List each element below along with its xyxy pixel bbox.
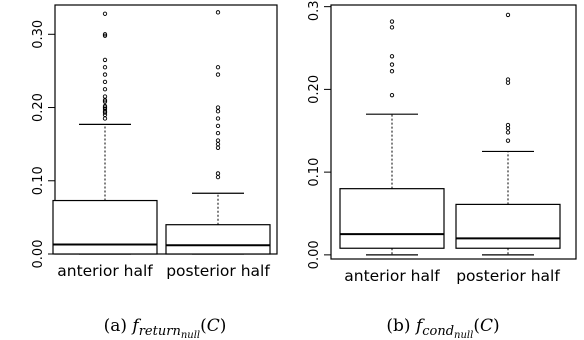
outlier-point bbox=[215, 131, 221, 136]
outlier-point bbox=[505, 77, 511, 82]
outlier-point bbox=[389, 93, 395, 98]
plot-frame bbox=[330, 4, 577, 260]
outlier-point bbox=[102, 106, 108, 112]
outlier-point bbox=[102, 33, 108, 38]
outlier-point bbox=[505, 130, 511, 135]
outlier-point bbox=[215, 10, 221, 15]
outlier-point bbox=[215, 72, 221, 77]
box-posterior-half bbox=[455, 12, 561, 256]
y-tick-label: 0.30 bbox=[307, 0, 322, 21]
outlier-point bbox=[102, 103, 108, 109]
outlier-point bbox=[215, 109, 221, 114]
outlier-point bbox=[215, 65, 221, 70]
subfigure-caption: (b) fcondnull(C) bbox=[386, 316, 499, 340]
outlier-point bbox=[389, 25, 395, 30]
outlier-point bbox=[102, 72, 108, 77]
outlier-point bbox=[102, 116, 108, 121]
y-tick-label: 0.30 bbox=[31, 20, 46, 49]
iqr-box bbox=[455, 203, 561, 249]
subfigure-label: (a) bbox=[104, 316, 127, 336]
outlier-point bbox=[215, 174, 221, 180]
category-label: posterior half bbox=[166, 262, 270, 280]
outlier-point bbox=[215, 145, 221, 150]
outlier-point bbox=[102, 65, 108, 70]
iqr-box bbox=[52, 199, 158, 255]
outlier-point bbox=[102, 99, 108, 104]
outlier-point bbox=[102, 11, 108, 16]
subfigure-label: (b) bbox=[386, 316, 410, 336]
outlier-point bbox=[389, 62, 395, 67]
box-posterior-half bbox=[165, 10, 271, 255]
outlier-point bbox=[505, 12, 511, 18]
category-label: anterior half bbox=[57, 262, 153, 280]
category-label: anterior half bbox=[344, 267, 440, 285]
outlier-point bbox=[102, 94, 108, 99]
outlier-point bbox=[102, 87, 108, 92]
outlier-point bbox=[389, 19, 395, 24]
chart-panel-a: 0.00 0.10 0.20 0.30 anterior half posterior h… bbox=[31, 4, 278, 340]
subfigure-caption: (a) freturnnull(C) bbox=[104, 316, 227, 340]
box-anterior-half bbox=[339, 19, 445, 256]
outlier-point bbox=[505, 122, 511, 128]
outlier-point bbox=[102, 57, 108, 63]
y-tick-label: 0.20 bbox=[307, 75, 322, 104]
y-tick-label: 0.10 bbox=[307, 158, 322, 187]
outlier-point bbox=[505, 138, 511, 143]
outlier-point bbox=[215, 138, 221, 143]
outlier-point bbox=[215, 171, 221, 176]
outlier-point bbox=[215, 105, 221, 110]
outlier-point bbox=[102, 79, 108, 85]
box-anterior-half bbox=[52, 11, 158, 255]
iqr-box bbox=[339, 188, 445, 249]
outlier-point bbox=[215, 116, 221, 121]
subfigure-formula: fcondnull(C) bbox=[414, 316, 500, 340]
y-tick-label: 0.10 bbox=[31, 166, 46, 195]
outlier-point bbox=[215, 123, 221, 128]
outlier-point bbox=[102, 105, 108, 110]
outlier-point bbox=[389, 54, 395, 59]
subfigure-formula: freturnnull(C) bbox=[130, 316, 226, 340]
y-tick-label: 0.20 bbox=[31, 93, 46, 122]
outlier-point bbox=[389, 69, 395, 74]
y-tick-label: 0.00 bbox=[31, 240, 46, 269]
outlier-point bbox=[215, 141, 221, 147]
outlier-point bbox=[102, 32, 108, 37]
category-label: posterior half bbox=[456, 267, 560, 285]
chart-panel-b: 0.00 0.10 0.20 0.30 anterior half posterior h… bbox=[307, 0, 577, 340]
y-tick-label: 0.00 bbox=[307, 240, 322, 269]
iqr-box bbox=[165, 224, 271, 255]
